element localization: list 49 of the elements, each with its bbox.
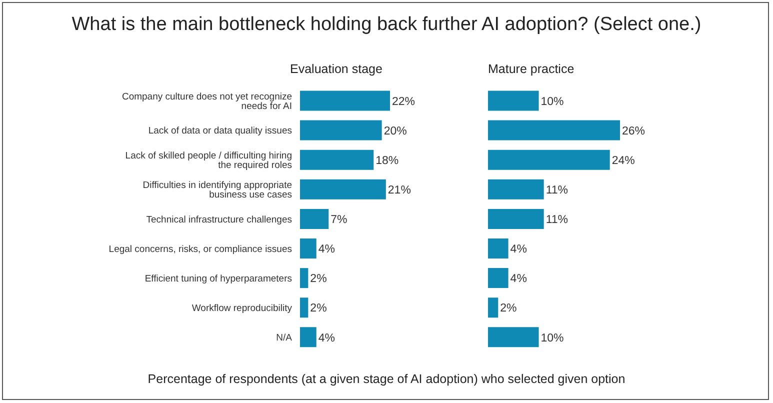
bar (300, 179, 386, 200)
data-label: 4% (318, 332, 335, 344)
data-label: 2% (500, 302, 517, 315)
data-label: 7% (330, 214, 348, 226)
bar (488, 327, 539, 348)
data-label: 26% (622, 125, 646, 138)
data-label: 4% (510, 273, 527, 286)
data-label: 4% (510, 244, 527, 256)
bar (300, 298, 308, 318)
data-label: 4% (318, 244, 335, 256)
y-tick-label: Workflow reproducibility (192, 303, 292, 314)
data-label: 11% (546, 184, 568, 196)
data-label: 18% (376, 154, 399, 167)
bar (488, 268, 508, 288)
y-tick-label: Efficient tuning of hyperparameters (144, 273, 292, 284)
bar (300, 208, 329, 229)
bar (488, 208, 544, 229)
bar (300, 90, 390, 111)
y-tick-label: Difficulties in identifying appropriate business use cases (142, 180, 292, 201)
data-label: 11% (546, 214, 568, 226)
bar (488, 90, 539, 111)
bar (300, 327, 316, 348)
data-label: 21% (388, 184, 411, 196)
bar (300, 150, 374, 170)
data-label: 10% (540, 96, 564, 108)
bar (488, 150, 610, 170)
y-tick-label: Legal concerns, risks, or compliance issues (108, 244, 292, 255)
data-label: 2% (310, 273, 327, 286)
data-label: 10% (540, 332, 564, 344)
y-tick-label: Technical infrastructure challenges (146, 214, 292, 226)
data-label: 20% (384, 125, 407, 138)
y-tick-label: N/A (276, 332, 293, 344)
data-label: 22% (392, 96, 416, 108)
bar (300, 268, 308, 288)
y-tick-label: Company culture does not yet recognize needs for AI (122, 91, 292, 112)
chart-title: What is the main bottleneck holding back further AI adoption? (Select one.) (70, 14, 702, 36)
chart-subtitle: Mature practice (488, 62, 574, 76)
bar (488, 238, 508, 259)
bar (488, 179, 544, 200)
text: Percentage of respondents (at a given stage of AI adoption) who selected given option (146, 372, 626, 386)
bar (488, 298, 498, 318)
data-label: 2% (310, 302, 327, 315)
y-tick-label: Lack of data or data quality issues (148, 126, 292, 137)
y-tick-label: Lack of skilled people / difficulting hiring the required roles (125, 150, 292, 172)
chart-subtitle: Evaluation stage (290, 62, 382, 76)
bar (300, 238, 316, 259)
bar (488, 120, 620, 140)
bar (300, 120, 382, 140)
data-label: 24% (612, 154, 635, 167)
